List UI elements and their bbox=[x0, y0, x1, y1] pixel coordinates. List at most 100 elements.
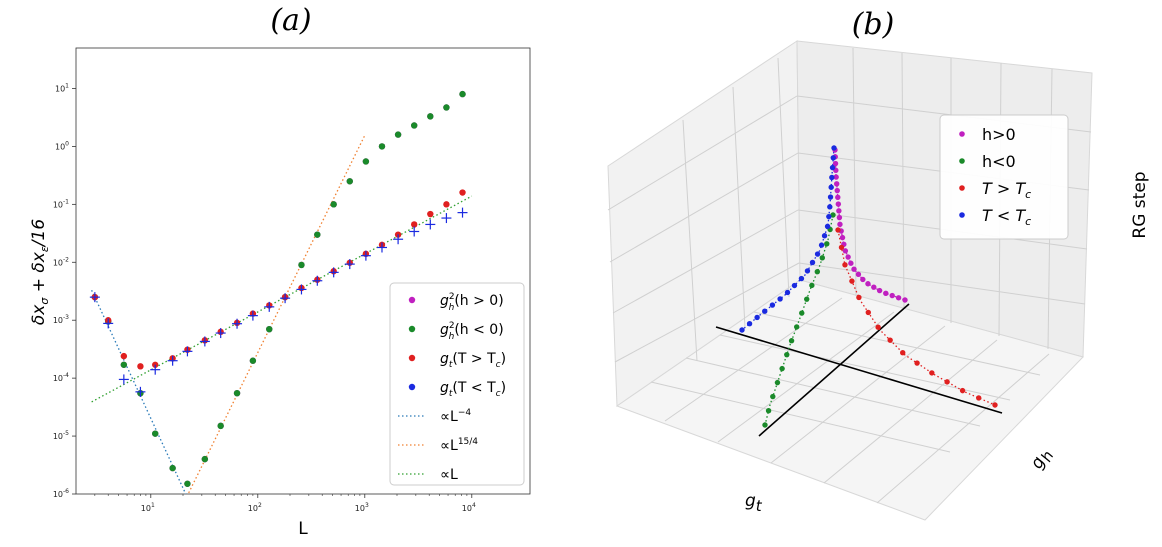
axis-ticks-a: 101 102 103 104 10-6 10-5 10-4 10-3 10-2 10-1 100 1… bbox=[53, 82, 476, 513]
grid-line bbox=[664, 297, 843, 422]
data-point-3d bbox=[819, 255, 825, 261]
data-point-3d bbox=[827, 194, 834, 200]
y-tick-label-a: 100 bbox=[55, 140, 69, 151]
data-point-3d bbox=[856, 294, 862, 301]
data-points-a bbox=[89, 90, 468, 487]
data-point bbox=[410, 221, 418, 228]
data-point-3d bbox=[860, 276, 866, 283]
data-point bbox=[266, 325, 273, 333]
data-point-3d bbox=[889, 292, 895, 299]
data-point-3d bbox=[959, 387, 966, 394]
data-point-3d bbox=[830, 212, 836, 218]
legend-swatch-b bbox=[959, 131, 965, 137]
data-point-3d bbox=[824, 223, 831, 230]
data-point bbox=[137, 363, 144, 370]
data-point-3d bbox=[887, 337, 893, 343]
data-point-3d bbox=[794, 324, 800, 330]
data-point-3d bbox=[848, 260, 854, 266]
data-point bbox=[120, 352, 128, 360]
legend-swatch-b bbox=[959, 158, 965, 164]
data-point-3d bbox=[829, 174, 835, 181]
panel-a: (a) 101 102 103 104 10-6 10-5 10-4 10-3 10-2 10-1… bbox=[29, 3, 531, 539]
data-point-3d bbox=[902, 297, 908, 303]
grid-line bbox=[614, 262, 800, 363]
data-point-3d bbox=[809, 259, 816, 266]
grid-line bbox=[717, 311, 895, 443]
data-point-3d bbox=[804, 296, 810, 302]
data-point bbox=[443, 201, 450, 208]
data-point-3d bbox=[762, 422, 768, 428]
data-point bbox=[346, 178, 353, 185]
y-axis-label-b: gh bbox=[1027, 445, 1058, 474]
data-point bbox=[459, 189, 466, 196]
legend-label-a: g2 h(h < 0) bbox=[440, 321, 504, 342]
data-point-3d bbox=[849, 278, 855, 284]
data-point-3d bbox=[824, 241, 830, 247]
data-point-3d bbox=[779, 365, 785, 372]
data-point-3d bbox=[944, 379, 950, 385]
data-point-3d bbox=[828, 184, 834, 190]
pane-floor bbox=[615, 279, 1084, 521]
data-point-3d bbox=[765, 408, 772, 414]
data-point-3d bbox=[784, 289, 791, 296]
legend-swatch-a bbox=[408, 296, 416, 304]
data-point-3d bbox=[976, 395, 982, 401]
legend-swatch-a bbox=[408, 354, 416, 362]
data-point-3d bbox=[845, 254, 851, 260]
y-axis-label-a: δxσ + δxε/16 bbox=[29, 219, 51, 325]
data-point-3d bbox=[871, 284, 877, 290]
legend-label-b: h>0 bbox=[982, 125, 1016, 144]
data-point bbox=[427, 210, 434, 218]
legend-a: g2 h(h > 0) g2 h(h < 0) gt(T > Tc) gt(T < Tc)… bbox=[389, 282, 525, 486]
grid-line bbox=[607, 95, 798, 211]
x-tick-label-a: 101 bbox=[141, 502, 155, 513]
grid-line bbox=[732, 86, 746, 329]
data-point-3d bbox=[762, 308, 768, 314]
legend-label-a: ∝L bbox=[440, 467, 458, 483]
legend-swatch-b bbox=[959, 185, 965, 191]
grid-line bbox=[650, 381, 951, 453]
legend-label-a: ∝L15/4 bbox=[440, 437, 478, 454]
fit-line-5 bbox=[187, 135, 366, 494]
data-point-3d bbox=[838, 244, 845, 251]
data-point-3d bbox=[829, 164, 836, 171]
data-point-3d bbox=[876, 287, 883, 294]
grid-line bbox=[612, 209, 799, 314]
data-point-3d bbox=[831, 145, 837, 151]
y-tick-label-a: 101 bbox=[55, 82, 69, 93]
trajectory-1 bbox=[764, 214, 834, 426]
data-point bbox=[233, 389, 241, 397]
data-point-3d bbox=[842, 262, 848, 268]
data-point bbox=[378, 143, 386, 150]
legend-b: h>0 h<0 T > Tc T < Tc bbox=[939, 114, 1069, 240]
grid-line bbox=[685, 357, 981, 427]
y-tick-label-a: 10-2 bbox=[53, 256, 69, 267]
data-point-3d bbox=[788, 338, 795, 344]
data-point-3d bbox=[826, 213, 832, 220]
data-point-3d bbox=[929, 370, 935, 376]
data-point-3d bbox=[883, 290, 889, 297]
grid-line bbox=[682, 119, 698, 362]
data-point-3d bbox=[851, 266, 857, 272]
x-axis-label-a: L bbox=[298, 519, 308, 539]
data-point bbox=[201, 455, 209, 463]
data-points-3d bbox=[739, 145, 998, 428]
y-tick-label-a: 10-4 bbox=[53, 372, 69, 383]
cross-line-gt bbox=[715, 326, 1003, 414]
legend-label-b: T > Tc bbox=[982, 179, 1031, 201]
data-point bbox=[152, 430, 159, 437]
legend-box-a bbox=[389, 282, 525, 486]
data-point-3d bbox=[827, 204, 833, 210]
data-point-3d bbox=[777, 296, 783, 302]
svg-text:gh: gh bbox=[1027, 445, 1058, 474]
data-point bbox=[410, 122, 418, 129]
data-point bbox=[362, 158, 370, 165]
data-point-3d bbox=[834, 187, 840, 194]
x-tick-label-a: 104 bbox=[462, 502, 476, 513]
data-point-3d bbox=[770, 393, 776, 400]
legend-label-a: ∝L−4 bbox=[440, 408, 471, 425]
x-tick-label-a: 102 bbox=[248, 502, 262, 513]
grid-line bbox=[770, 325, 946, 464]
legend-label-a: gt(T > Tc) bbox=[440, 351, 506, 370]
